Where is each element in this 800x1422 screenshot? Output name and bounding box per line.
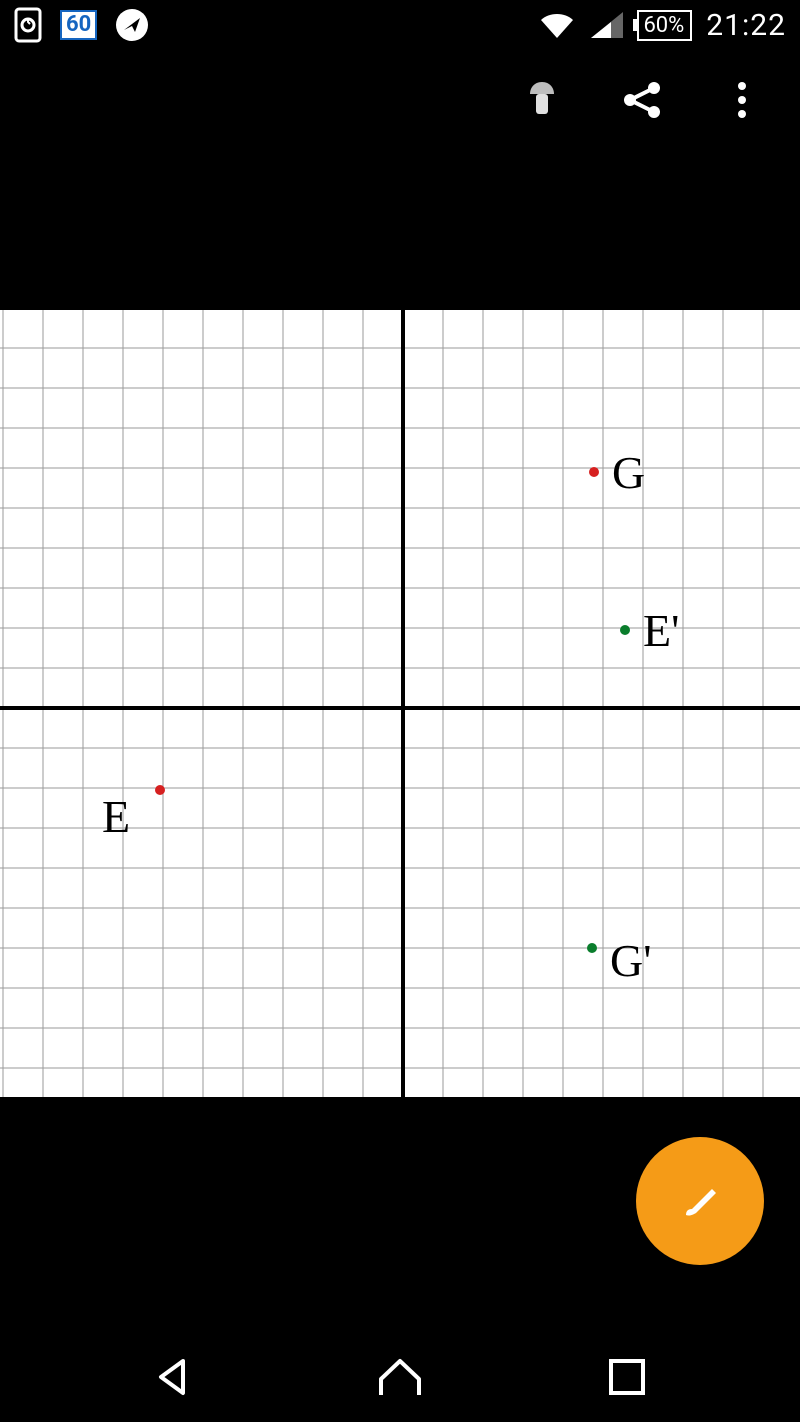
point-G[interactable] [589,467,599,477]
point-label-E: E [102,794,130,840]
more-icon[interactable] [720,78,764,122]
battery-text: 60% [643,13,684,38]
point-E[interactable] [155,785,165,795]
point-label-Eprime: E' [643,608,679,654]
brush-icon[interactable] [520,78,564,122]
wifi-icon [539,10,575,40]
graph-canvas[interactable]: G E' E G' [0,310,800,1097]
back-button[interactable] [143,1347,203,1407]
point-label-Gprime: G' [610,938,652,984]
status-bar: 60 60% 21:22 [0,0,800,50]
location-icon [115,8,149,42]
point-Eprime[interactable] [620,625,630,635]
point-Gprime[interactable] [587,943,597,953]
cell-signal-icon [589,10,623,40]
home-button[interactable] [370,1347,430,1407]
device-icon [14,7,42,43]
recent-button[interactable] [597,1347,657,1407]
nav-bar [0,1332,800,1422]
share-icon[interactable] [620,78,664,122]
battery-icon: 60% [637,10,692,41]
clock-text: 21:22 [706,8,786,43]
point-label-G: G [612,450,645,496]
fps-badge-icon: 60 [60,10,97,40]
app-bar [0,50,800,150]
edit-fab[interactable] [636,1137,764,1265]
top-spacer [0,150,800,310]
